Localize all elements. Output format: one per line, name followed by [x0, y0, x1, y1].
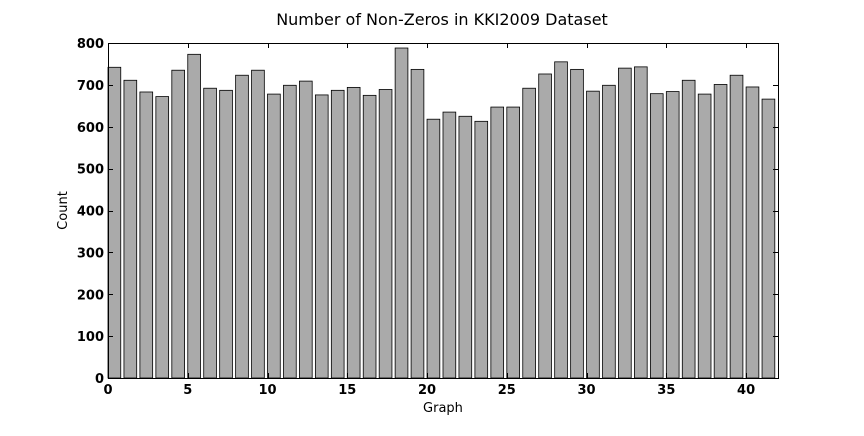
bar-graph-19	[410, 68, 425, 379]
bar-graph-23	[474, 120, 489, 379]
bar-graph-21	[442, 111, 457, 379]
x-tick-label-30: 30	[578, 383, 596, 398]
x-tick-label-40: 40	[737, 383, 755, 398]
x-tick-label-35: 35	[657, 383, 675, 398]
bar-graph-31	[602, 84, 616, 379]
bar-graph-32	[618, 67, 632, 379]
bar-graph-37	[697, 93, 712, 379]
bar-graph-6	[203, 87, 217, 379]
bar-graph-2	[139, 91, 154, 379]
bar-graph-7	[219, 89, 233, 379]
plot-frame	[108, 43, 779, 379]
y-tick-label-700: 700	[77, 79, 104, 94]
bar-graph-3	[155, 96, 170, 379]
bar-graph-0	[107, 66, 122, 379]
x-tick-label-15: 15	[338, 383, 356, 398]
bar-graph-29	[570, 68, 584, 379]
bar-graph-10	[267, 93, 281, 379]
y-tick-label-0: 0	[95, 372, 104, 387]
bar-graph-22	[458, 115, 473, 379]
bar-graph-28	[554, 61, 568, 379]
bar-graph-5	[187, 53, 201, 379]
bar-graph-40	[745, 86, 760, 379]
bar-graph-27	[538, 73, 552, 379]
ticks-layer: 0 5 10 15 20 25 30 35 40010020030040050060070080…	[77, 37, 778, 398]
bar-graph-39	[729, 74, 744, 379]
bar-graph-34	[649, 93, 664, 379]
bar-graph-14	[330, 89, 345, 379]
bar-graph-17	[378, 89, 393, 379]
x-tick-label-5: 5	[183, 383, 192, 398]
bar-graph-18	[394, 47, 409, 379]
bar-graph-13	[314, 94, 329, 379]
chart-title: Number of Non-Zeros in KKI2009 Dataset	[276, 10, 608, 29]
x-tick-label-0: 0	[103, 383, 112, 398]
bar-graph-41	[761, 98, 776, 379]
bar-graph-35	[665, 91, 680, 379]
bar-graph-12	[299, 80, 313, 379]
y-tick-label-800: 800	[77, 37, 104, 52]
bar-graph-4	[171, 69, 185, 379]
bar-graph-20	[426, 118, 441, 379]
y-tick-label-100: 100	[77, 330, 104, 345]
bars-layer	[107, 47, 776, 379]
bar-graph-1	[123, 79, 138, 379]
bar-graph-9	[251, 69, 265, 379]
bar-graph-15	[346, 86, 361, 379]
bar-graph-33	[634, 66, 648, 379]
x-tick-label-10: 10	[258, 383, 276, 398]
bar-graph-25	[506, 106, 520, 379]
bar-graph-16	[362, 94, 377, 379]
x-tick-label-20: 20	[418, 383, 436, 398]
y-tick-label-500: 500	[77, 163, 104, 178]
y-tick-label-600: 600	[77, 121, 104, 136]
y-tick-label-200: 200	[77, 288, 104, 303]
x-tick-label-25: 25	[498, 383, 516, 398]
y-tick-label-400: 400	[77, 205, 104, 220]
bar-graph-38	[713, 84, 728, 379]
y-axis-label: Count	[56, 191, 71, 230]
bar-graph-11	[283, 84, 297, 379]
bar-graph-26	[522, 87, 536, 379]
bar-graph-24	[490, 106, 505, 379]
x-axis-label: Graph	[423, 401, 463, 416]
y-tick-label-300: 300	[77, 246, 104, 261]
bar-graph-36	[681, 79, 696, 379]
bar-graph-30	[586, 90, 600, 379]
bar-graph-8	[235, 74, 249, 379]
